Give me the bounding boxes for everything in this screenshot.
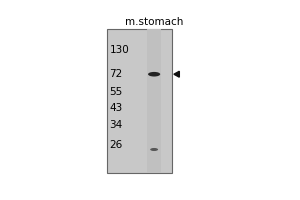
Bar [147,29,161,173]
Text: 130: 130 [110,45,129,55]
Bar [107,29,172,173]
Text: 43: 43 [110,103,123,113]
Text: 26: 26 [110,140,123,150]
Text: m.stomach: m.stomach [125,17,183,27]
Ellipse shape [148,72,160,77]
Ellipse shape [150,148,158,151]
Text: 55: 55 [110,87,123,97]
Polygon shape [174,71,179,77]
Text: 72: 72 [110,69,123,79]
Text: 34: 34 [110,120,123,130]
